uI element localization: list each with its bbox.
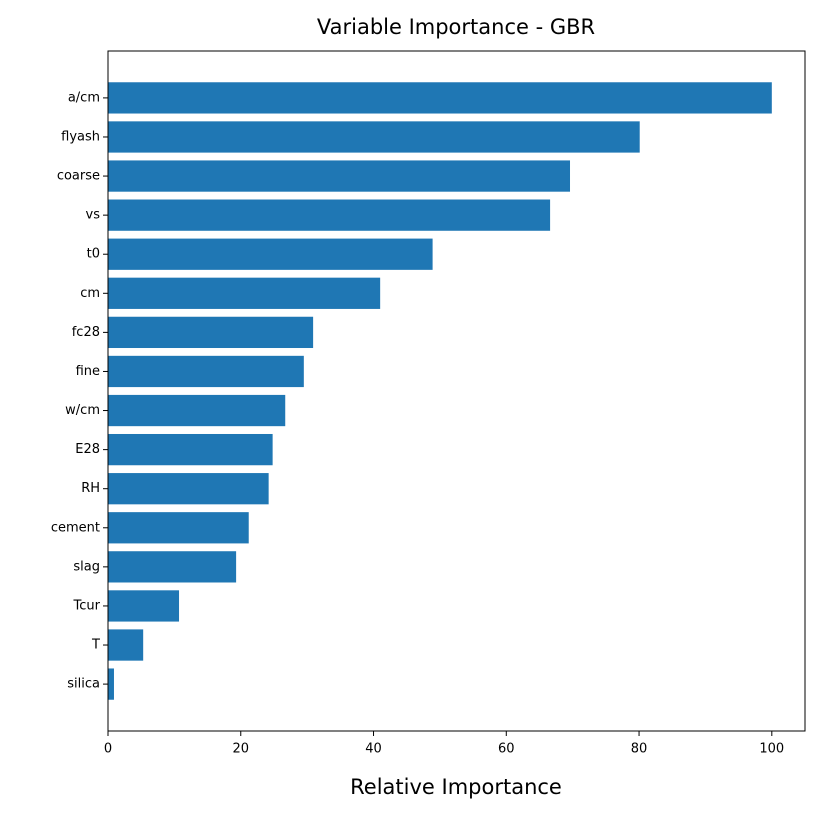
- bar: [108, 355, 304, 388]
- y-tick-label: w/cm: [65, 403, 100, 418]
- y-tick-label: slag: [73, 559, 100, 574]
- y-tick-label: RH: [81, 481, 100, 496]
- x-axis-label: Relative Importance: [350, 775, 562, 799]
- bar: [108, 668, 114, 700]
- y-tick-label: cm: [80, 286, 100, 301]
- x-tick-label: 20: [232, 742, 249, 757]
- chart-title: Variable Importance - GBR: [317, 15, 595, 39]
- plot-frame: [107, 50, 806, 732]
- bar: [108, 199, 551, 231]
- bar: [108, 551, 237, 583]
- y-tick-label: Tcur: [73, 598, 101, 613]
- y-tick-label: fc28: [72, 325, 100, 340]
- bar: [108, 590, 180, 622]
- y-tick-label: a/cm: [68, 90, 100, 105]
- x-tick-label: 0: [104, 742, 112, 757]
- y-tick-label: t0: [87, 247, 100, 262]
- bar: [108, 316, 314, 349]
- x-tick-label: 40: [365, 742, 382, 757]
- y-tick-label: T: [91, 638, 100, 653]
- bar: [108, 629, 144, 661]
- bar: [108, 433, 273, 466]
- y-tick-label: silica: [67, 677, 100, 692]
- y-tick-label: fine: [76, 364, 100, 379]
- bar: [108, 277, 381, 309]
- bar: [108, 473, 269, 505]
- y-tick-label: cement: [51, 520, 100, 535]
- y-tick-label: coarse: [57, 169, 100, 184]
- y-tick-label: E28: [75, 442, 100, 457]
- x-tick-label: 60: [498, 742, 515, 757]
- bar: [108, 394, 286, 427]
- bar: [108, 512, 249, 544]
- y-tick-label: vs: [86, 208, 101, 223]
- bar: [108, 238, 433, 270]
- bar: [108, 82, 772, 114]
- x-tick-label: 100: [759, 742, 784, 757]
- bar: [108, 121, 640, 153]
- x-tick-label: 80: [631, 742, 648, 757]
- bar: [108, 160, 571, 192]
- y-tick-label: flyash: [61, 129, 100, 144]
